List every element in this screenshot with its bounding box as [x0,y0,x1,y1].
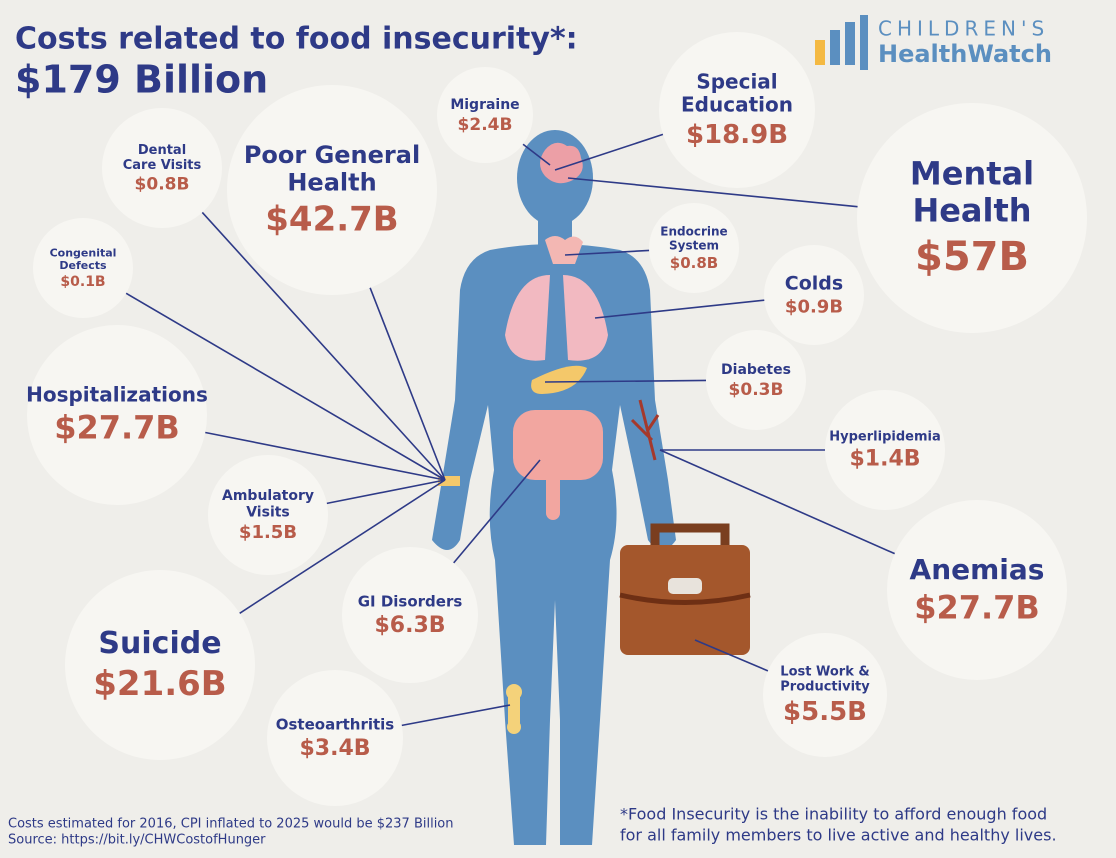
title: Costs related to food insecurity*: [15,22,578,57]
connector [239,479,446,614]
footnote: Source: https://bit.ly/CHWCostofHunger [8,833,266,848]
node-value: $18.9B [686,120,788,150]
connector [205,431,446,481]
node-label: Hospitalizations [26,382,208,406]
connector [369,287,446,481]
node-circle [342,547,478,683]
connector [125,292,446,481]
node-value: $3.4B [299,736,370,761]
node-label: GI Disorders [358,592,463,610]
node-label: Congenital [50,246,117,259]
node-label: Anemias [910,553,1045,586]
connector [401,704,511,727]
connector [594,299,765,319]
node-label: System [669,238,719,252]
node-circle [649,203,739,293]
node-value: $0.9B [785,297,843,318]
logo-text: CHILDREN'S [878,17,1049,41]
node-label: Ambulatory [222,488,314,504]
node-label: Health [287,168,376,196]
footnote: *Food Insecurity is the inability to aff… [620,805,1047,824]
body-figure [432,130,676,845]
node-label: Hyperlipidemia [829,429,940,444]
connector [544,379,707,383]
node-label: Care Visits [123,158,202,173]
node-value: $1.5B [239,522,297,543]
node-label: Osteoarthritis [276,715,395,733]
connector [554,133,664,171]
node-label: Diabetes [721,362,791,378]
node-label: Poor General [244,141,420,169]
node-label: Dental [138,143,186,158]
node-label: Mental [910,155,1034,193]
node-circle [763,633,887,757]
node-circle [887,500,1067,680]
node-label: Endocrine [660,225,727,239]
node-label: Colds [785,273,843,295]
node-label: Visits [246,504,290,520]
node-value: $0.8B [670,254,718,272]
node-circle [437,67,533,163]
node-label: Productivity [780,679,870,694]
node-circle [267,670,403,806]
node-label: Migraine [450,97,519,113]
node-value: $27.7B [914,588,1040,626]
node-label: Health [912,191,1031,229]
node-circle [706,330,806,430]
node-value: $27.7B [54,409,180,447]
node-value: $21.6B [93,664,226,704]
briefcase [619,523,751,655]
node-value: $1.4B [849,447,920,472]
node-label: Special [696,69,777,93]
node-label: Education [681,92,793,116]
node-circle [825,390,945,510]
node-value: $0.8B [135,175,190,195]
connector [659,449,895,555]
connector [564,249,650,256]
node-value: $42.7B [265,200,398,240]
node-value: $57B [915,234,1029,280]
node-circle [65,570,255,760]
node-value: $5.5B [783,697,867,727]
connector [201,211,446,481]
node-circle [208,455,328,575]
node-circle [857,103,1087,333]
footnote: Costs estimated for 2016, CPI inflated t… [8,817,454,832]
connector [453,459,541,564]
node-circle [227,85,437,295]
node-value: $0.3B [729,380,784,400]
node-circle [33,218,133,318]
logo [815,15,868,70]
node-circle [764,245,864,345]
node-value: $6.3B [374,613,445,638]
node-label: Suicide [98,626,221,661]
connector [522,143,551,166]
connector [567,177,858,208]
node-label: Lost Work & [780,664,869,679]
node-value: $2.4B [458,115,513,135]
footnote: for all family members to live active an… [620,826,1057,845]
node-circle [27,325,207,505]
connector [694,639,769,672]
connector [326,479,446,505]
logo-text: HealthWatch [878,40,1052,68]
total: $179 Billion [15,58,268,102]
node-value: $0.1B [60,274,105,290]
node-label: Defects [59,259,107,272]
node-circle [102,108,222,228]
node-circle [659,32,815,188]
